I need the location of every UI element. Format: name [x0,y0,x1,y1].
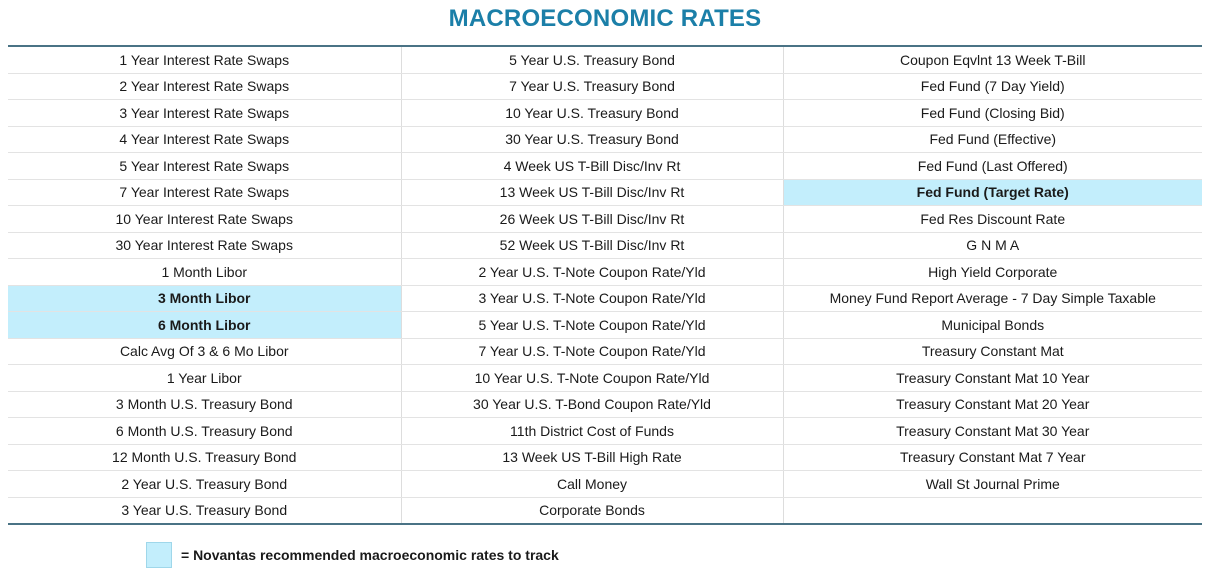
rate-cell: 4 Week US T-Bill Disc/Inv Rt [400,152,783,180]
rate-cell: G N M A [782,232,1202,259]
rate-cell: 52 Week US T-Bill Disc/Inv Rt [400,232,783,259]
rate-cell: 7 Year Interest Rate Swaps [8,179,401,206]
rate-cell: Treasury Constant Mat 10 Year [782,364,1202,392]
table-row: 6 Month U.S. Treasury Bond 11th District … [8,417,1202,445]
rate-cell: 10 Year Interest Rate Swaps [8,205,401,233]
rate-cell: 7 Year U.S. Treasury Bond [400,73,783,100]
table-row: 3 Year U.S. Treasury Bond Corporate Bonds [8,497,1202,524]
rate-cell: Calc Avg Of 3 & 6 Mo Libor [8,338,401,365]
legend: = Novantas recommended macroeconomic rat… [146,542,559,568]
rate-cell: 13 Week US T-Bill Disc/Inv Rt [400,179,783,206]
rate-cell: Fed Fund (7 Day Yield) [782,73,1202,100]
rate-cell: 3 Month Libor [8,285,401,312]
rate-cell [782,497,1202,524]
rate-cell: Wall St Journal Prime [782,470,1202,498]
rate-cell: 7 Year U.S. T-Note Coupon Rate/Yld [400,338,783,365]
rate-cell: 12 Month U.S. Treasury Bond [8,444,401,471]
rate-cell: 3 Year Interest Rate Swaps [8,99,401,127]
rate-cell: Fed Fund (Effective) [782,126,1202,153]
rate-cell: 30 Year Interest Rate Swaps [8,232,401,259]
rate-cell: 13 Week US T-Bill High Rate [400,444,783,471]
table-row: 2 Year U.S. Treasury Bond Call Money Wall … [8,470,1202,498]
table-row: 5 Year Interest Rate Swaps 4 Week US T-Bi… [8,152,1202,180]
rate-cell: High Yield Corporate [782,258,1202,286]
rate-cell: Fed Fund (Target Rate) [782,179,1202,206]
rate-cell: Treasury Constant Mat 30 Year [782,417,1202,445]
rate-cell: Fed Res Discount Rate [782,205,1202,233]
table-row: 3 Year Interest Rate Swaps 10 Year U.S. T… [8,99,1202,127]
rate-cell: 11th District Cost of Funds [400,417,783,445]
rate-cell: 30 Year U.S. T-Bond Coupon Rate/Yld [400,391,783,418]
rate-cell: 6 Month Libor [8,311,401,339]
rate-cell: 3 Month U.S. Treasury Bond [8,391,401,418]
rate-cell: 2 Year U.S. T-Note Coupon Rate/Yld [400,258,783,286]
rate-cell: Fed Fund (Closing Bid) [782,99,1202,127]
rate-cell: 6 Month U.S. Treasury Bond [8,417,401,445]
rate-cell: 1 Month Libor [8,258,401,286]
table-row: 30 Year Interest Rate Swaps 52 Week US T-… [8,232,1202,259]
table-row: 12 Month U.S. Treasury Bond 13 Week US T-… [8,444,1202,471]
rate-cell: 30 Year U.S. Treasury Bond [400,126,783,153]
table-row: 2 Year Interest Rate Swaps 7 Year U.S. Tr… [8,73,1202,100]
rate-cell: 3 Year U.S. Treasury Bond [121,502,288,519]
rate-cell: Treasury Constant Mat [782,338,1202,365]
page-title: MACROECONOMIC RATES [448,5,762,32]
table-row: Calc Avg Of 3 & 6 Mo Libor 7 Year U.S. T-… [8,338,1202,365]
table-row: 7 Year Interest Rate Swaps 13 Week US T-B… [8,179,1202,206]
rate-cell: Coupon Eqvlnt 13 Week T-Bill [782,46,1202,74]
rate-cell: Fed Fund (Last Offered) [782,152,1202,180]
rate-cell: 2 Year U.S. Treasury Bond [8,470,401,498]
table-row: 4 Year Interest Rate Swaps 30 Year U.S. T… [8,126,1202,153]
table-row: 6 Month Libor 5 Year U.S. T-Note Coupon R… [8,311,1202,339]
rate-cell: Corporate Bonds [400,497,783,524]
rate-cell: Money Fund Report Average - 7 Day Simple… [782,285,1202,312]
rate-cell: 5 Year U.S. T-Note Coupon Rate/Yld [400,311,783,339]
rate-cell: 5 Year Interest Rate Swaps [8,152,401,180]
legend-swatch [146,542,172,568]
table-row: 1 Month Libor 2 Year U.S. T-Note Coupon R… [8,258,1202,286]
rate-cell: 3 Year U.S. T-Note Coupon Rate/Yld [400,285,783,312]
rate-cell: 10 Year U.S. T-Note Coupon Rate/Yld [400,364,783,392]
table-row: 1 Year Interest Rate Swaps 5 Year U.S. Tr… [8,46,1202,74]
rate-cell: 1 Year Libor [8,364,401,392]
rate-cell: 2 Year Interest Rate Swaps [8,73,401,100]
rate-cell: 10 Year U.S. Treasury Bond [400,99,783,127]
table-row: 1 Year Libor 10 Year U.S. T-Note Coupon R… [8,364,1202,392]
rate-cell: 5 Year U.S. Treasury Bond [400,46,783,74]
table-row: 10 Year Interest Rate Swaps 26 Week US T-… [8,205,1202,233]
rate-cell: 4 Year Interest Rate Swaps [8,126,401,153]
rate-cell: Call Money [400,470,783,498]
rates-table: 1 Year Interest Rate Swaps 5 Year U.S. Tr… [8,45,1202,525]
rate-cell: Treasury Constant Mat 7 Year [782,444,1202,471]
rates-table-body: 1 Year Interest Rate Swaps 5 Year U.S. Tr… [8,46,1202,524]
table-row: 3 Month U.S. Treasury Bond 30 Year U.S. T… [8,391,1202,418]
rate-cell: Municipal Bonds [782,311,1202,339]
rate-cell: 26 Week US T-Bill Disc/Inv Rt [400,205,783,233]
table-row: 3 Month Libor 3 Year U.S. T-Note Coupon R… [8,285,1202,312]
legend-text: = Novantas recommended macroeconomic rat… [181,547,559,563]
rate-cell: Treasury Constant Mat 20 Year [782,391,1202,418]
rate-cell: 1 Year Interest Rate Swaps [8,46,401,74]
